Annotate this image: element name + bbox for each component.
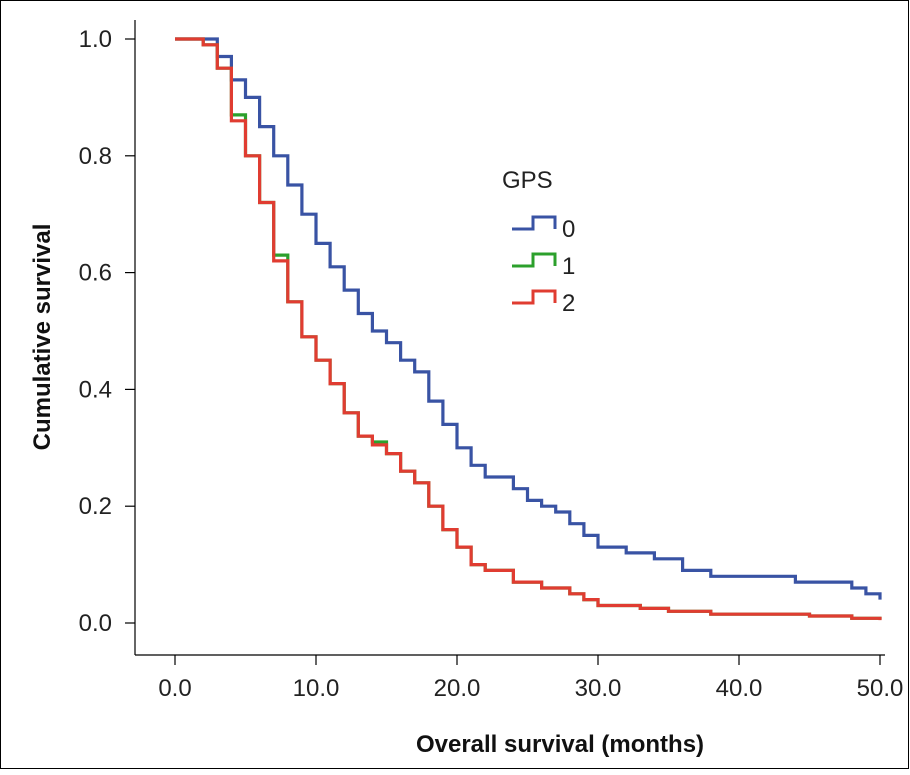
y-tick-label: 0.6 (79, 260, 112, 287)
x-tick-label: 10.0 (293, 675, 340, 702)
legend-label-gps-0: 0 (562, 216, 575, 243)
legend-swatch-gps-1 (512, 252, 557, 268)
x-ticks: 0.0 10.0 20.0 30.0 40.0 50.0 (158, 655, 903, 702)
legend-swatch-gps-2 (512, 289, 557, 305)
legend-title: GPS (502, 167, 553, 194)
x-axis-title: Overall survival (months) (416, 731, 704, 758)
series-line-gps-0 (175, 37, 882, 600)
series-line-gps-2 (175, 37, 882, 621)
y-ticks: 0.0 0.2 0.4 0.6 0.8 1.0 (79, 26, 135, 637)
legend-label-gps-1: 1 (562, 253, 575, 280)
x-tick-label: 20.0 (434, 675, 481, 702)
series-group (175, 37, 882, 621)
x-tick-label: 0.0 (158, 675, 191, 702)
y-tick-label: 0.2 (79, 493, 112, 520)
x-tick-label: 30.0 (575, 675, 622, 702)
y-tick-label: 0.8 (79, 143, 112, 170)
x-tick-label: 40.0 (716, 675, 763, 702)
legend-swatch-gps-0 (512, 215, 557, 231)
y-tick-label: 0.4 (79, 376, 112, 403)
legend: GPS 0 1 2 (502, 167, 575, 317)
y-axis-title: Cumulative survival (29, 224, 56, 451)
legend-label-gps-2: 2 (562, 290, 575, 317)
x-tick-label: 50.0 (857, 675, 904, 702)
legend-items: 0 1 2 (512, 215, 575, 317)
y-tick-label: 0.0 (79, 610, 112, 637)
y-tick-label: 1.0 (79, 26, 112, 53)
